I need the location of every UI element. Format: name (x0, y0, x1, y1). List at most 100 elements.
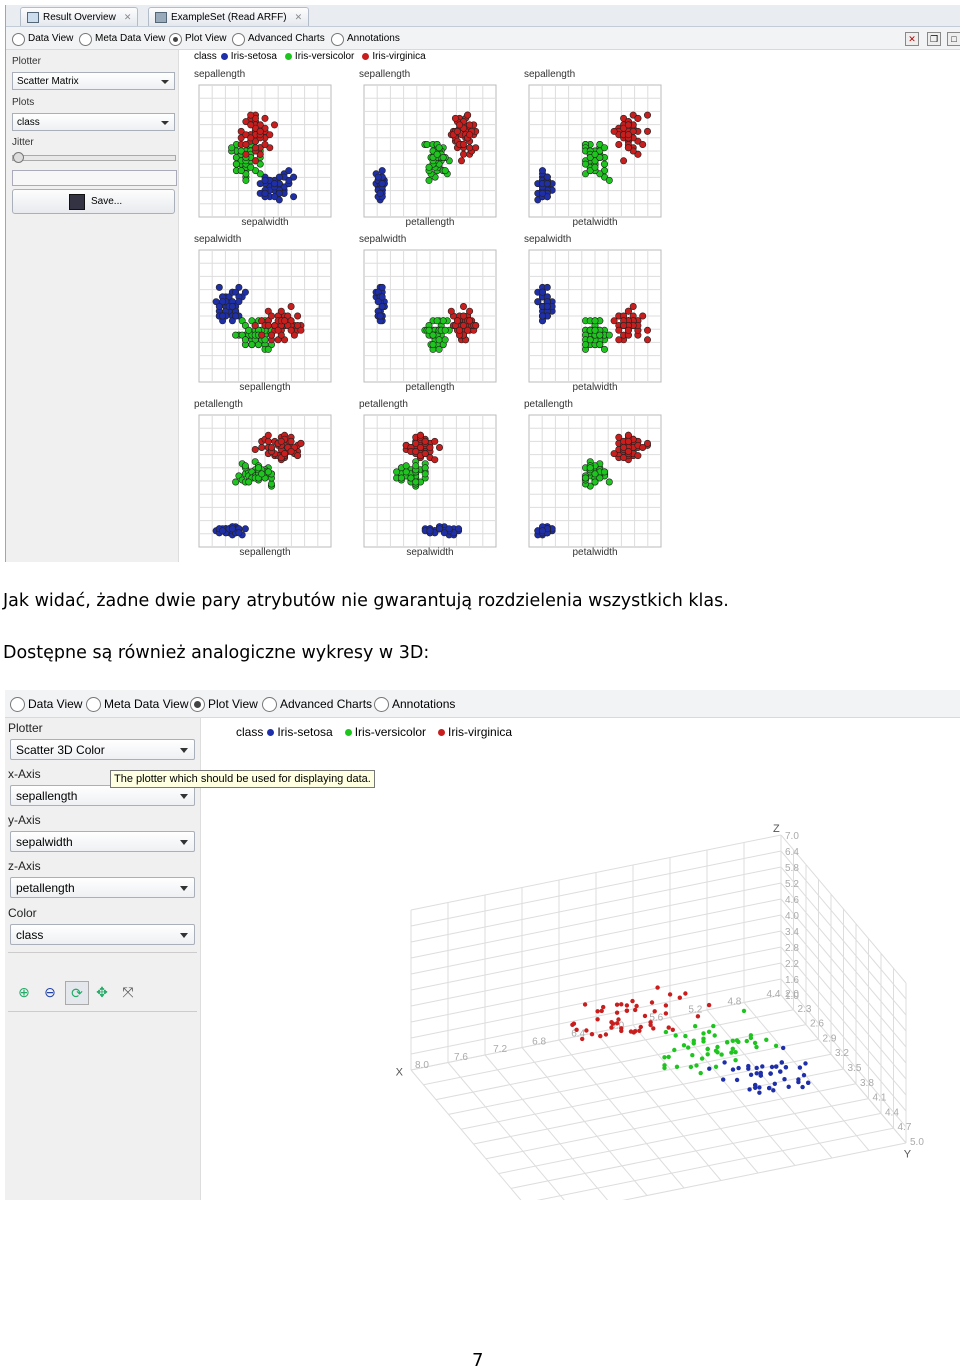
tab-exampleset[interactable]: ExampleSet (Read ARFF) ✕ (148, 7, 310, 26)
data-point-setosa (232, 288, 240, 296)
panel-y-label: sepallength (359, 69, 410, 80)
data-point-virginica (667, 992, 673, 997)
rotate-icon[interactable]: ⟳ (65, 981, 89, 1005)
data-point-versicolor (228, 144, 236, 152)
data-point-versicolor (237, 167, 245, 175)
scatter-panel: sepalwidth petalwidth (524, 234, 662, 393)
data-point-virginica (643, 336, 651, 344)
data-point-versicolor (441, 167, 449, 175)
jitter-slider-track[interactable] (12, 155, 176, 161)
data-point-versicolor (694, 1063, 699, 1068)
data-point-versicolor (586, 336, 594, 344)
data-point-versicolor (258, 470, 266, 478)
plotter-select[interactable]: Scatter Matrix (12, 72, 175, 90)
z-tick-label: 5.2 (785, 879, 799, 890)
data-point-virginica (466, 121, 474, 129)
tab-result-overview[interactable]: Result Overview ✕ (20, 7, 139, 26)
data-point-setosa (235, 283, 243, 291)
data-point-setosa (754, 1065, 759, 1071)
data-point-versicolor (712, 1033, 717, 1038)
data-point-setosa (271, 193, 279, 201)
radio-annotations[interactable]: Annotations (374, 696, 455, 712)
data-point-virginica (633, 1007, 638, 1013)
y-tick-label: 4.7 (898, 1122, 912, 1133)
data-point-virginica (574, 1027, 579, 1032)
color-select[interactable]: class (10, 924, 195, 945)
panel-y-label: petallength (524, 399, 573, 410)
data-point-versicolor (715, 1050, 720, 1055)
y-axis-select[interactable]: sepalwidth (10, 831, 195, 852)
data-point-versicolor (407, 474, 415, 482)
data-point-setosa (769, 1064, 775, 1070)
data-point-virginica (281, 450, 289, 458)
data-point-virginica (466, 307, 474, 315)
radio-plot-view[interactable]: Plot View (190, 696, 258, 712)
data-point-versicolor (701, 1036, 706, 1041)
data-point-setosa (806, 1080, 811, 1085)
save-button[interactable]: Save... (12, 189, 175, 214)
jitter-slider-thumb[interactable] (13, 152, 24, 163)
maximize-icon[interactable]: □ (947, 32, 960, 46)
data-point-virginica (663, 1003, 669, 1008)
data-point-virginica (624, 431, 632, 439)
panel-x-label: sepalwidth (241, 217, 288, 228)
chevron-down-icon (180, 794, 188, 799)
data-point-virginica (663, 1011, 669, 1016)
reset-icon[interactable]: ⤧ (122, 984, 134, 1000)
page-number: 7 (472, 1350, 484, 1371)
legend-item-virginica: Iris-virginica (372, 51, 426, 62)
data-point-virginica (643, 326, 651, 334)
data-point-versicolor (733, 1058, 738, 1063)
data-point-setosa (232, 312, 240, 320)
data-point-versicolor (425, 326, 433, 334)
data-point-setosa (376, 189, 384, 197)
plotter-select[interactable]: Scatter 3D Color (10, 739, 195, 760)
data-point-virginica (281, 317, 289, 325)
data-point-setosa (758, 1073, 763, 1078)
panel-y-label: petallength (194, 399, 243, 410)
plotter-label: Plotter (8, 721, 43, 735)
data-point-virginica (615, 141, 623, 149)
data-point-setosa (374, 173, 382, 181)
x-tick-label: 5.2 (688, 1005, 702, 1016)
panel-x-label: petalwidth (572, 547, 617, 558)
pan-icon[interactable]: ✥ (96, 984, 108, 1000)
x-axis-select[interactable]: sepallength (10, 785, 195, 806)
data-point-versicolor (719, 1052, 724, 1057)
data-point-setosa (801, 1073, 807, 1078)
data-point-versicolor (683, 1033, 688, 1039)
plots-select[interactable]: class (12, 113, 175, 131)
radio-icon (79, 33, 92, 46)
zoom-out-icon[interactable]: ⊖ (44, 984, 56, 1000)
jitter-field[interactable] (12, 170, 177, 186)
radio-meta-data-view[interactable]: Meta Data View (79, 32, 165, 46)
zoom-in-icon[interactable]: ⊕ (18, 984, 30, 1000)
data-point-versicolor (673, 1033, 678, 1038)
radio-annotations[interactable]: Annotations (331, 32, 400, 46)
x-tick-label: 8.0 (415, 1060, 429, 1071)
radio-data-view[interactable]: Data View (12, 32, 73, 46)
close-icon[interactable]: ✕ (123, 12, 132, 22)
radio-plot-view[interactable]: Plot View (169, 32, 227, 46)
radio-advanced-charts[interactable]: Advanced Charts (262, 696, 372, 712)
close-icon[interactable]: ✕ (294, 12, 303, 22)
data-point-virginica (615, 326, 623, 334)
data-point-versicolor (701, 1031, 706, 1036)
radio-data-view[interactable]: Data View (10, 696, 82, 712)
data-point-versicolor (752, 1040, 758, 1046)
restore-icon[interactable]: ❐ (927, 32, 941, 46)
x-tick-label: 4.4 (767, 989, 781, 1000)
x-tick-label: 4.8 (727, 997, 741, 1008)
data-point-virginica (619, 1002, 624, 1007)
radio-advanced-charts[interactable]: Advanced Charts (232, 32, 325, 46)
data-point-virginica (457, 157, 465, 165)
close-icon[interactable]: ✕ (905, 32, 919, 46)
z-axis-select[interactable]: petallength (10, 877, 195, 898)
radio-meta-data-view[interactable]: Meta Data View (86, 696, 189, 712)
data-point-virginica (417, 431, 425, 439)
data-point-virginica (459, 321, 467, 329)
legend-dot-virginica (438, 729, 446, 737)
panel-x-label: sepalwidth (406, 547, 453, 558)
y-tick-label: 2.3 (798, 1004, 812, 1015)
data-point-virginica (609, 1020, 614, 1025)
